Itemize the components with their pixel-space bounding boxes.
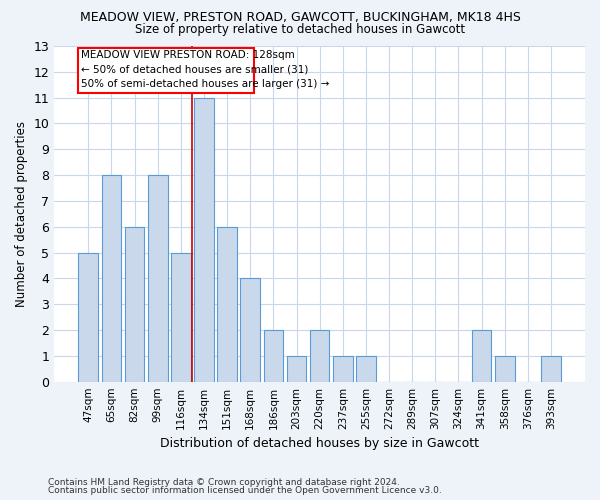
Text: MEADOW VIEW, PRESTON ROAD, GAWCOTT, BUCKINGHAM, MK18 4HS: MEADOW VIEW, PRESTON ROAD, GAWCOTT, BUCK… <box>80 11 520 24</box>
Bar <box>310 330 329 382</box>
Text: MEADOW VIEW PRESTON ROAD: 128sqm: MEADOW VIEW PRESTON ROAD: 128sqm <box>82 50 295 60</box>
Bar <box>472 330 491 382</box>
Bar <box>333 356 353 382</box>
Bar <box>541 356 561 382</box>
Text: ← 50% of detached houses are smaller (31): ← 50% of detached houses are smaller (31… <box>82 64 308 74</box>
Bar <box>101 175 121 382</box>
Bar <box>263 330 283 382</box>
Text: Size of property relative to detached houses in Gawcott: Size of property relative to detached ho… <box>135 22 465 36</box>
Bar <box>241 278 260 382</box>
FancyBboxPatch shape <box>78 48 254 93</box>
Y-axis label: Number of detached properties: Number of detached properties <box>15 121 28 307</box>
Bar <box>217 227 237 382</box>
Text: 50% of semi-detached houses are larger (31) →: 50% of semi-detached houses are larger (… <box>82 79 329 89</box>
Bar <box>79 252 98 382</box>
Bar <box>287 356 307 382</box>
Bar <box>148 175 167 382</box>
Text: Contains public sector information licensed under the Open Government Licence v3: Contains public sector information licen… <box>48 486 442 495</box>
Bar <box>356 356 376 382</box>
Bar <box>495 356 515 382</box>
Bar <box>194 98 214 382</box>
Bar <box>125 227 145 382</box>
X-axis label: Distribution of detached houses by size in Gawcott: Distribution of detached houses by size … <box>160 437 479 450</box>
Text: Contains HM Land Registry data © Crown copyright and database right 2024.: Contains HM Land Registry data © Crown c… <box>48 478 400 487</box>
Bar <box>171 252 191 382</box>
